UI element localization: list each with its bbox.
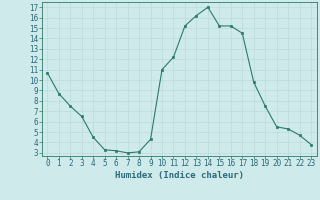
X-axis label: Humidex (Indice chaleur): Humidex (Indice chaleur): [115, 171, 244, 180]
